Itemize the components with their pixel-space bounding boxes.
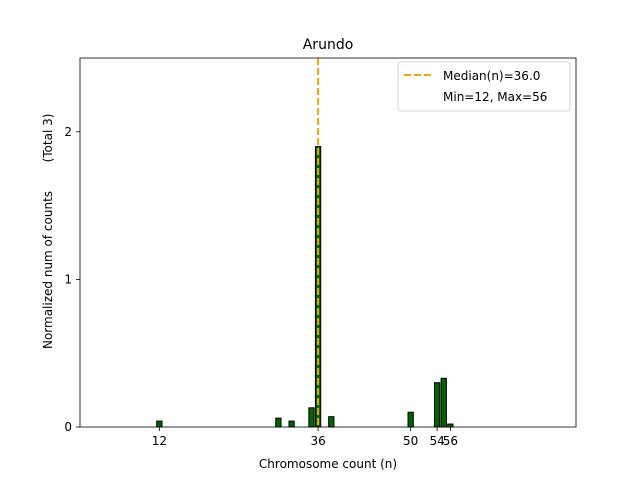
x-tick-label-36: 36 [310, 434, 325, 448]
y-axis-total-note: (Total 3) [41, 114, 55, 163]
legend: Median(n)=36.0 Min=12, Max=56 [397, 61, 571, 112]
x-tick-label-56: 56 [443, 434, 458, 448]
y-axis-ticks: 0 1 2 [64, 125, 80, 434]
bar-35 [308, 407, 315, 428]
x-tick-label-54: 54 [429, 434, 444, 448]
legend-range-label: Min=12, Max=56 [443, 90, 547, 104]
bar-32 [288, 420, 295, 428]
y-axis-label: Normalized num of counts [41, 191, 55, 349]
bar-56 [447, 423, 454, 428]
x-tick-label-50: 50 [403, 434, 418, 448]
legend-median-label: Median(n)=36.0 [443, 69, 540, 83]
bar-55 [440, 377, 447, 428]
bar-38 [328, 416, 335, 428]
bar-50 [407, 411, 414, 428]
chart-title: Arundo [303, 37, 354, 53]
y-tick-label-1: 1 [64, 272, 72, 286]
y-tick-label-0: 0 [64, 420, 72, 434]
y-tick-label-2: 2 [64, 125, 72, 139]
x-tick-label-12: 12 [152, 434, 167, 448]
bar-30 [275, 417, 282, 428]
bar-54 [433, 382, 441, 428]
legend-box [397, 61, 571, 112]
plot-frame [79, 57, 577, 428]
bar-12 [156, 420, 163, 428]
x-axis-label: Chromosome count (n) [259, 457, 397, 471]
